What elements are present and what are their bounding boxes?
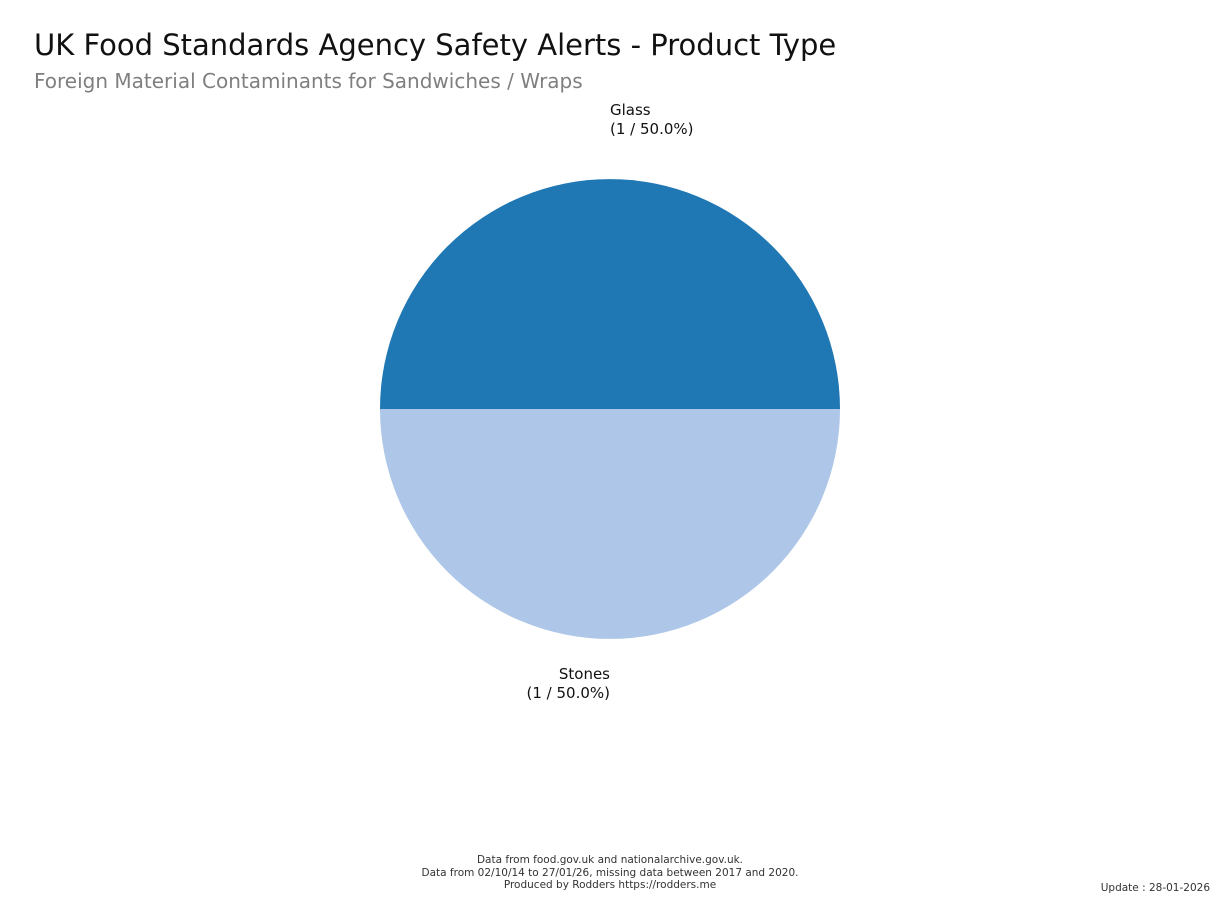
update-date: Update : 28-01-2026 [1100,882,1210,894]
footer-line-sources: Data from food.gov.uk and nationalarchiv… [476,854,744,866]
pie-slice-stones [380,409,840,639]
chart-subtitle: Foreign Material Contaminants for Sandwi… [34,69,583,93]
footer-line-credit: Produced by Rodders https://rodders.me [503,879,717,891]
pie-slice-glass [380,179,840,409]
chart-title: UK Food Standards Agency Safety Alerts -… [34,28,837,62]
slice-value-label-glass: (1 / 50.0%) [610,120,694,138]
footer-source: Data from food.gov.uk and nationalarchiv… [0,854,1220,892]
slice-value-label-stones: (1 / 50.0%) [527,684,611,702]
slice-label-glass: Glass [610,101,651,119]
footer-line-date-range: Data from 02/10/14 to 27/01/26, missing … [421,866,799,879]
slice-label-stones: Stones [559,665,610,683]
